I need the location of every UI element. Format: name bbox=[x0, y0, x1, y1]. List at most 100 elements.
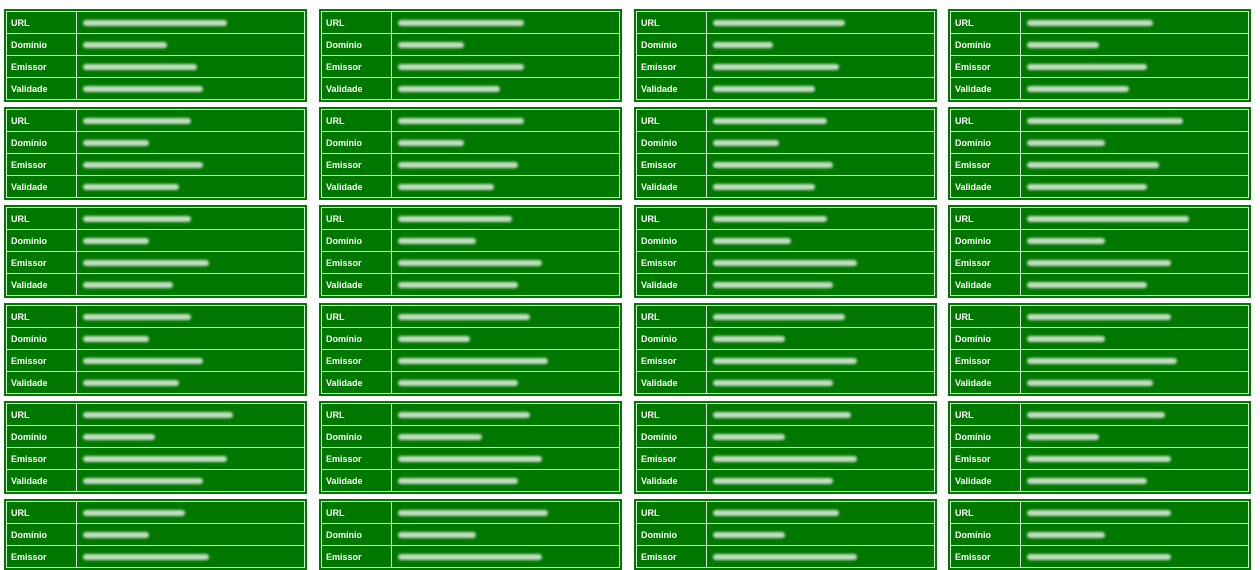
validity-label: Validade bbox=[321, 371, 392, 394]
table-row: Validade bbox=[636, 273, 935, 296]
redacted-value bbox=[83, 531, 149, 538]
table-row: Emissor bbox=[6, 447, 305, 470]
validity-label: Validade bbox=[6, 77, 77, 100]
domain-label: Domínio bbox=[6, 131, 77, 154]
table-row: URL bbox=[950, 11, 1249, 34]
table-row: URL bbox=[6, 403, 305, 426]
redacted-value bbox=[713, 63, 839, 70]
redacted-value bbox=[1027, 259, 1171, 266]
validity-value bbox=[391, 273, 620, 296]
redacted-value bbox=[83, 139, 149, 146]
url-label: URL bbox=[6, 305, 77, 328]
table-row: Validade bbox=[321, 371, 620, 394]
table-row: URL bbox=[950, 501, 1249, 524]
validity-label: Validade bbox=[6, 469, 77, 492]
certificate-card: URL Domínio Emissor Validade bbox=[319, 401, 622, 494]
url-value bbox=[1020, 501, 1249, 524]
certificate-table: URL Domínio Emissor Validade bbox=[6, 11, 305, 100]
redacted-value bbox=[713, 433, 785, 440]
redacted-value bbox=[1027, 433, 1099, 440]
validity-value bbox=[1020, 469, 1249, 492]
table-row: Domínio bbox=[321, 131, 620, 154]
table-row: URL bbox=[6, 501, 305, 524]
redacted-value bbox=[398, 183, 494, 190]
table-row: Emissor bbox=[321, 349, 620, 372]
issuer-value bbox=[391, 447, 620, 470]
domain-value bbox=[1020, 425, 1249, 448]
redacted-value bbox=[713, 509, 839, 516]
table-row: Emissor bbox=[636, 153, 935, 176]
redacted-value bbox=[1027, 477, 1147, 484]
certificate-table: URL Domínio Emissor bbox=[6, 501, 305, 568]
issuer-value bbox=[706, 153, 935, 176]
redacted-value bbox=[713, 237, 791, 244]
redacted-value bbox=[398, 63, 524, 70]
table-row: Validade bbox=[950, 371, 1249, 394]
domain-value bbox=[1020, 327, 1249, 350]
domain-label: Domínio bbox=[321, 33, 392, 56]
certificate-table: URL Domínio Emissor Validade bbox=[321, 207, 620, 296]
table-row: URL bbox=[6, 11, 305, 34]
table-row: Emissor bbox=[6, 153, 305, 176]
table-row: URL bbox=[950, 305, 1249, 328]
table-row: Validade bbox=[636, 371, 935, 394]
validity-value bbox=[76, 469, 305, 492]
issuer-value bbox=[391, 349, 620, 372]
table-row: Domínio bbox=[636, 425, 935, 448]
url-label: URL bbox=[636, 207, 707, 230]
table-row: Emissor bbox=[6, 55, 305, 78]
redacted-value bbox=[1027, 237, 1105, 244]
url-value bbox=[706, 207, 935, 230]
validity-value bbox=[706, 371, 935, 394]
table-row: Domínio bbox=[636, 523, 935, 546]
table-row: Domínio bbox=[636, 33, 935, 56]
certificate-card: URL Domínio Emissor Validade bbox=[319, 205, 622, 298]
validity-label: Validade bbox=[636, 469, 707, 492]
url-value bbox=[76, 305, 305, 328]
redacted-value bbox=[398, 281, 518, 288]
table-row: Emissor bbox=[950, 55, 1249, 78]
redacted-value bbox=[83, 183, 179, 190]
certificate-table: URL Domínio Emissor Validade bbox=[6, 109, 305, 198]
validity-value bbox=[76, 273, 305, 296]
url-value bbox=[1020, 305, 1249, 328]
table-row: Validade bbox=[321, 175, 620, 198]
table-row: URL bbox=[636, 207, 935, 230]
redacted-value bbox=[713, 117, 827, 124]
redacted-value bbox=[83, 455, 227, 462]
table-row: Domínio bbox=[6, 229, 305, 252]
table-row: URL bbox=[321, 109, 620, 132]
redacted-value bbox=[713, 259, 857, 266]
redacted-value bbox=[83, 259, 209, 266]
certificate-table: URL Domínio Emissor Validade bbox=[6, 305, 305, 394]
url-value bbox=[391, 109, 620, 132]
table-row: Emissor bbox=[321, 55, 620, 78]
redacted-value bbox=[398, 313, 530, 320]
redacted-value bbox=[83, 433, 155, 440]
table-row: Domínio bbox=[950, 229, 1249, 252]
domain-label: Domínio bbox=[636, 523, 707, 546]
url-label: URL bbox=[950, 305, 1021, 328]
table-row: Emissor bbox=[636, 447, 935, 470]
redacted-value bbox=[398, 357, 548, 364]
redacted-value bbox=[713, 19, 845, 26]
redacted-value bbox=[1027, 117, 1183, 124]
validity-label: Validade bbox=[950, 175, 1021, 198]
issuer-label: Emissor bbox=[321, 153, 392, 176]
url-label: URL bbox=[321, 11, 392, 34]
table-row: Domínio bbox=[321, 523, 620, 546]
certificate-table: URL Domínio Emissor Validade bbox=[950, 403, 1249, 492]
domain-label: Domínio bbox=[950, 229, 1021, 252]
redacted-value bbox=[398, 455, 542, 462]
domain-label: Domínio bbox=[950, 425, 1021, 448]
certificate-card: URL Domínio Emissor Validade bbox=[948, 303, 1251, 396]
table-row: Validade bbox=[321, 273, 620, 296]
url-label: URL bbox=[950, 403, 1021, 426]
certificate-card: URL Domínio Emissor Validade bbox=[319, 9, 622, 102]
redacted-value bbox=[1027, 215, 1189, 222]
domain-value bbox=[76, 33, 305, 56]
redacted-value bbox=[1027, 509, 1171, 516]
validity-label: Validade bbox=[950, 469, 1021, 492]
redacted-value bbox=[713, 183, 815, 190]
issuer-label: Emissor bbox=[950, 251, 1021, 274]
